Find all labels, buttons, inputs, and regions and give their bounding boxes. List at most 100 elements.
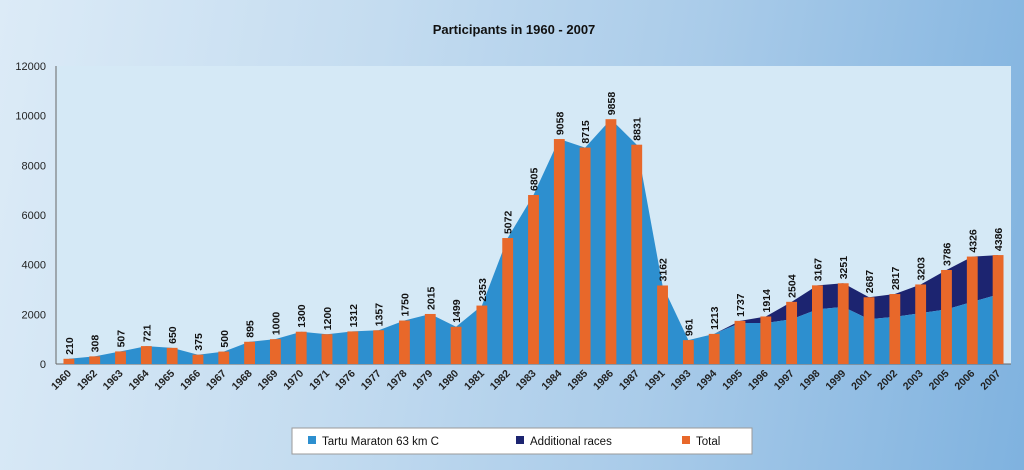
data-label-1978: 1750 bbox=[399, 293, 411, 317]
data-label-2006: 4326 bbox=[967, 229, 979, 253]
x-tick-1991: 1991 bbox=[643, 368, 668, 393]
y-tick-8000: 8000 bbox=[22, 160, 46, 172]
bar-total-1977 bbox=[373, 330, 385, 364]
bar-series-group bbox=[63, 119, 1004, 364]
data-label-1963: 507 bbox=[116, 330, 128, 348]
x-tick-1981: 1981 bbox=[462, 368, 487, 393]
x-tick-1964: 1964 bbox=[126, 368, 151, 393]
data-label-1979: 2015 bbox=[425, 286, 437, 310]
x-tick-1968: 1968 bbox=[230, 368, 255, 393]
legend-label-additional: Additional races bbox=[530, 436, 612, 448]
y-tick-2000: 2000 bbox=[22, 309, 46, 321]
bar-total-1967 bbox=[218, 351, 230, 364]
data-label-1996: 1914 bbox=[761, 289, 773, 313]
bar-total-1966 bbox=[192, 354, 204, 364]
x-tick-1997: 1997 bbox=[772, 368, 797, 393]
x-tick-2005: 2005 bbox=[927, 368, 952, 393]
x-tick-1971: 1971 bbox=[307, 368, 332, 393]
x-tick-2002: 2002 bbox=[875, 368, 900, 393]
x-tick-1996: 1996 bbox=[746, 368, 771, 393]
bar-total-1994 bbox=[708, 333, 720, 364]
x-tick-2003: 2003 bbox=[901, 368, 926, 393]
data-label-1976: 1312 bbox=[348, 304, 360, 328]
data-label-1997: 2504 bbox=[787, 274, 799, 298]
x-tick-1982: 1982 bbox=[488, 368, 513, 393]
x-tick-1969: 1969 bbox=[256, 368, 281, 393]
chart-title: Participants in 1960 - 2007 bbox=[433, 22, 596, 37]
data-label-1991: 3162 bbox=[658, 258, 670, 282]
data-label-1971: 1200 bbox=[322, 307, 334, 331]
bar-total-2003 bbox=[915, 284, 927, 364]
data-label-2003: 3203 bbox=[916, 257, 928, 281]
data-label-1962: 308 bbox=[90, 335, 102, 353]
bar-total-2006 bbox=[966, 256, 978, 364]
x-tick-1976: 1976 bbox=[333, 368, 358, 393]
y-tick-12000: 12000 bbox=[15, 61, 46, 73]
data-label-1977: 1357 bbox=[374, 303, 386, 327]
bar-total-1986 bbox=[605, 119, 617, 364]
data-label-1998: 3167 bbox=[812, 258, 824, 282]
data-label-1986: 9858 bbox=[606, 92, 618, 116]
legend-swatch-total bbox=[682, 436, 690, 444]
x-tick-1970: 1970 bbox=[281, 368, 306, 393]
bar-total-1981 bbox=[476, 305, 488, 364]
bar-total-1998 bbox=[812, 285, 823, 364]
bar-total-1971 bbox=[321, 334, 333, 364]
y-axis-ticks: 0 2000 4000 6000 8000 10000 12000 bbox=[15, 61, 46, 371]
x-tick-1999: 1999 bbox=[823, 368, 848, 393]
x-tick-1966: 1966 bbox=[178, 368, 203, 393]
bar-total-1985 bbox=[579, 147, 591, 364]
x-tick-1986: 1986 bbox=[591, 368, 616, 393]
x-tick-1977: 1977 bbox=[359, 368, 384, 393]
bar-total-1964 bbox=[140, 346, 152, 364]
bar-total-2002 bbox=[889, 294, 901, 364]
data-label-1980: 1499 bbox=[451, 299, 463, 323]
legend-swatch-additional bbox=[516, 436, 524, 444]
x-tick-1983: 1983 bbox=[514, 368, 539, 393]
bar-total-2001 bbox=[863, 297, 875, 364]
x-tick-2001: 2001 bbox=[849, 368, 874, 393]
legend-swatch-tartu bbox=[308, 436, 316, 444]
data-label-2002: 2817 bbox=[890, 267, 902, 291]
x-tick-1960: 1960 bbox=[49, 368, 74, 393]
data-label-2007: 4386 bbox=[993, 228, 1005, 252]
bar-total-1983 bbox=[528, 195, 539, 364]
y-tick-0: 0 bbox=[40, 359, 46, 371]
data-label-1984: 9058 bbox=[554, 112, 566, 136]
bar-total-1962 bbox=[89, 356, 101, 364]
bar-total-1982 bbox=[502, 238, 514, 364]
bar-total-1984 bbox=[553, 139, 565, 364]
x-tick-1987: 1987 bbox=[617, 368, 642, 393]
data-label-1967: 500 bbox=[219, 330, 231, 348]
data-label-1981: 2353 bbox=[477, 278, 489, 302]
bar-total-1980 bbox=[450, 326, 462, 364]
y-tick-6000: 6000 bbox=[22, 210, 46, 222]
x-axis-ticks: 1960 1962 1963 1964 1965 1966 1967 1968 1969 1970… bbox=[49, 368, 1003, 393]
x-tick-2006: 2006 bbox=[952, 368, 977, 393]
x-tick-1994: 1994 bbox=[694, 368, 719, 393]
bar-total-1976 bbox=[347, 331, 359, 364]
legend-label-tartu: Tartu Maraton 63 km C bbox=[322, 436, 439, 448]
data-label-1964: 721 bbox=[141, 324, 153, 342]
x-tick-1962: 1962 bbox=[75, 368, 100, 393]
data-label-1985: 8715 bbox=[580, 120, 592, 144]
data-label-1966: 375 bbox=[193, 333, 205, 351]
x-tick-1963: 1963 bbox=[101, 368, 126, 393]
bar-total-1997 bbox=[786, 301, 798, 364]
data-label-1999: 3251 bbox=[838, 256, 850, 280]
legend: Tartu Maraton 63 km C Additional races T… bbox=[291, 427, 753, 455]
bar-total-1963 bbox=[115, 351, 126, 364]
bar-total-2007 bbox=[992, 255, 1004, 364]
data-label-1995: 1737 bbox=[735, 293, 747, 317]
bar-total-1960 bbox=[63, 358, 75, 364]
bar-total-1991 bbox=[657, 285, 668, 364]
x-tick-1993: 1993 bbox=[668, 368, 693, 393]
data-label-2005: 3786 bbox=[941, 242, 953, 266]
bar-total-1993 bbox=[682, 340, 694, 364]
bar-total-1965 bbox=[166, 347, 178, 364]
legend-label-total: Total bbox=[696, 436, 720, 448]
data-label-1983: 6805 bbox=[529, 167, 541, 191]
x-tick-1985: 1985 bbox=[565, 368, 590, 393]
x-tick-1979: 1979 bbox=[410, 368, 435, 393]
x-tick-1967: 1967 bbox=[204, 368, 229, 393]
